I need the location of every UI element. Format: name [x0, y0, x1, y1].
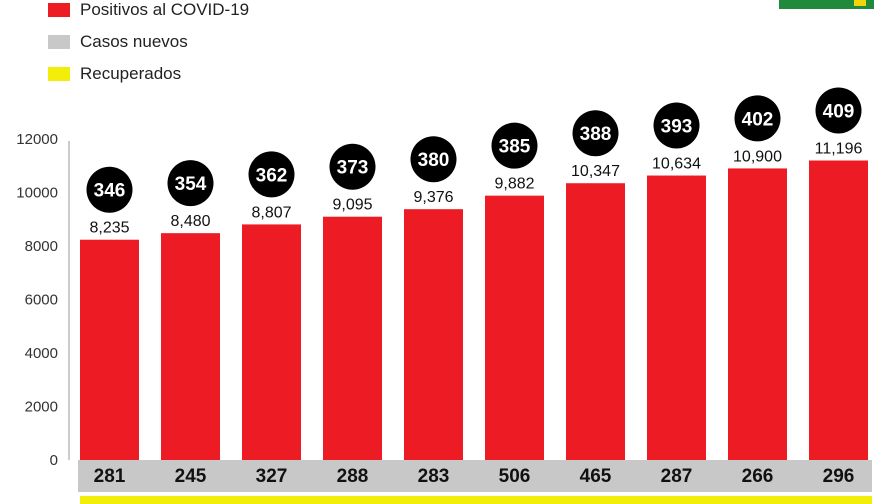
circle-value-label: 385 [499, 137, 531, 158]
casos-nuevos-value: 327 [256, 466, 288, 487]
circle-value-label: 388 [580, 124, 612, 145]
legend-swatch [48, 67, 70, 81]
recuperados-circle [167, 160, 214, 207]
logo-mark [854, 0, 866, 6]
casos-nuevos-band [78, 460, 872, 492]
y-tick-label: 2000 [25, 399, 58, 416]
bar-value-label: 10,900 [733, 148, 782, 165]
circle-value-label: 393 [661, 117, 693, 138]
y-tick-label: 6000 [25, 292, 58, 309]
legend-label: Casos nuevos [80, 32, 188, 51]
bar-positivos [647, 175, 706, 460]
recuperados-circle [734, 95, 781, 142]
recuperados-circle [572, 110, 619, 157]
bar-value-label: 8,807 [251, 204, 291, 221]
circle-value-label: 409 [823, 102, 855, 123]
bar-positivos [728, 168, 787, 461]
casos-nuevos-value: 465 [580, 466, 612, 487]
recuperados-circle [815, 87, 862, 134]
casos-nuevos-value: 266 [742, 466, 774, 487]
bar-value-label: 9,095 [332, 197, 372, 214]
circle-value-label: 354 [175, 174, 207, 195]
circle-value-label: 380 [418, 150, 450, 171]
bar-value-label: 9,376 [413, 189, 453, 206]
bar-positivos [566, 183, 625, 460]
bar-value-label: 8,235 [89, 220, 129, 237]
casos-nuevos-value: 288 [337, 466, 369, 487]
legend-swatch [48, 35, 70, 49]
legend: Positivos al COVID-19 Casos nuevos Recuper… [48, 0, 249, 90]
bar-positivos [242, 224, 301, 460]
legend-label: Recuperados [80, 64, 182, 83]
circle-value-label: 402 [742, 109, 774, 130]
legend-item: Casos nuevos [48, 26, 249, 58]
y-tick-label: 0 [50, 452, 58, 469]
y-tick-label: 8000 [25, 238, 58, 255]
casos-nuevos-value: 287 [661, 466, 693, 487]
bar-positivos [404, 209, 463, 460]
circle-value-label: 362 [256, 165, 288, 186]
bar-positivos [80, 239, 139, 460]
legend-item: Recuperados [48, 58, 249, 90]
bar-positivos [323, 216, 382, 460]
logo [779, 0, 874, 9]
casos-nuevos-value: 296 [823, 466, 855, 487]
recuperados-circle [329, 143, 376, 190]
legend-label: Positivos al COVID-19 [80, 0, 250, 19]
y-tick-label: 12000 [16, 131, 58, 148]
recuperados-circle [86, 166, 133, 213]
casos-nuevos-value: 281 [94, 466, 126, 487]
bar-value-label: 8,480 [170, 213, 210, 230]
casos-nuevos-value: 506 [499, 466, 531, 487]
recuperados-strip [80, 496, 872, 504]
legend-item: Positivos al COVID-19 [48, 0, 249, 26]
casos-nuevos-value: 245 [175, 466, 207, 487]
bar-value-label: 10,634 [652, 156, 701, 173]
casos-nuevos-value: 283 [418, 466, 450, 487]
bar-value-label: 10,347 [571, 163, 620, 180]
bar-positivos [809, 160, 868, 460]
legend-swatch [48, 3, 70, 17]
bar-positivos [161, 233, 220, 460]
y-tick-label: 4000 [25, 345, 58, 362]
bar-value-label: 11,196 [815, 141, 863, 158]
recuperados-circle [653, 102, 700, 149]
bar-value-label: 9,882 [494, 176, 534, 193]
recuperados-circle [248, 151, 295, 198]
bar-positivos [485, 195, 544, 460]
circle-value-label: 346 [94, 181, 126, 202]
circle-value-label: 373 [337, 158, 369, 179]
recuperados-circle [491, 122, 538, 169]
recuperados-circle [410, 136, 457, 183]
y-tick-label: 10000 [16, 185, 58, 202]
